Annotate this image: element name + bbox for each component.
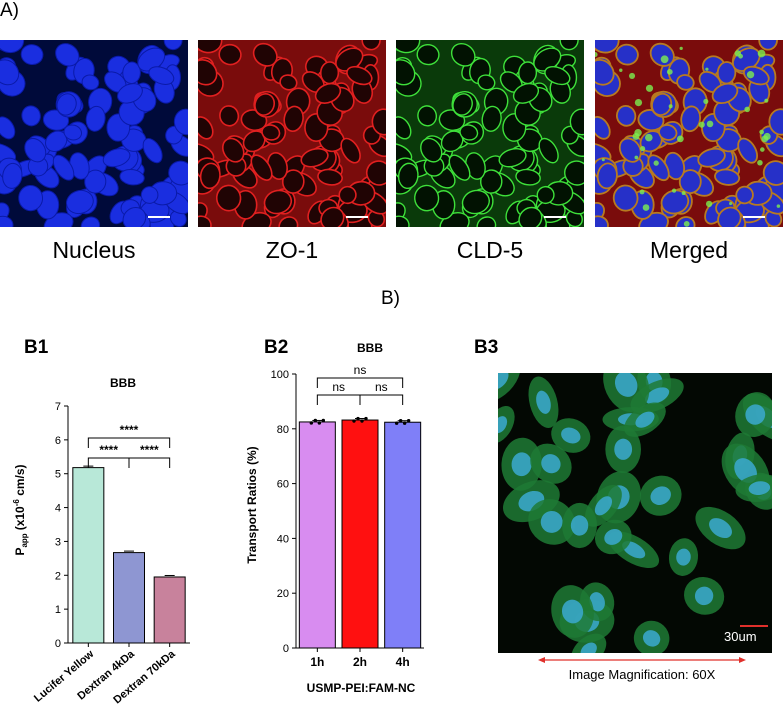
magnification-label: Image Magnification: 60X xyxy=(568,667,716,682)
chart-b2: BBB Transport Ratios (%) USMP-PEI:FAM-NC… xyxy=(245,363,424,695)
data-point xyxy=(360,419,364,423)
significance-label: ns xyxy=(332,380,345,394)
significance-bracket xyxy=(359,394,404,405)
bar xyxy=(341,419,379,649)
scale-bar xyxy=(743,216,765,218)
panel-b3-label: B3 xyxy=(474,337,499,358)
significance-label: ns xyxy=(375,380,388,394)
bar xyxy=(113,552,145,644)
data-point xyxy=(398,419,403,423)
bar xyxy=(72,467,105,644)
bar xyxy=(153,576,186,644)
significance-bracket xyxy=(316,377,404,388)
scale-bar xyxy=(544,216,566,218)
scale-bar xyxy=(148,216,170,218)
caption-nucleus: Nucleus xyxy=(52,237,136,263)
chart-b2-title-text: BBB xyxy=(357,341,383,355)
caption-cld5: CLD-5 xyxy=(456,237,524,263)
scale-label-b3: 30um xyxy=(724,629,757,644)
micrograph-zo1 xyxy=(198,40,386,227)
y-tick-label: 60 xyxy=(277,479,289,491)
significance-label: ns xyxy=(354,363,367,377)
y-tick-label: 100 xyxy=(271,369,289,381)
x-tick-label: 4h xyxy=(396,655,410,669)
chart-b1-ylabel: Papp(x10-6 cm/s) xyxy=(12,464,29,555)
y-tick-label: 0 xyxy=(55,638,61,650)
significance-label: **** xyxy=(120,423,139,437)
y-tick-label: 4 xyxy=(55,503,61,515)
y-tick-label: 2 xyxy=(55,570,61,582)
micrograph-nucleus xyxy=(0,40,188,227)
magnification-arrow xyxy=(538,657,746,663)
caption-merged: Merged xyxy=(650,237,728,263)
y-tick-label: 40 xyxy=(277,533,289,545)
significance-bracket xyxy=(316,394,361,405)
data-point xyxy=(321,418,326,423)
micrograph-merged xyxy=(595,40,783,227)
micrograph-b3: 30um xyxy=(498,373,772,653)
bar xyxy=(384,421,422,649)
significance-bracket xyxy=(128,457,171,468)
y-tick-label: 20 xyxy=(277,588,289,600)
data-point xyxy=(309,421,314,425)
caption-zo1: ZO-1 xyxy=(265,237,319,263)
y-tick-label: 6 xyxy=(55,435,61,447)
y-tick-label: 80 xyxy=(277,424,289,436)
chart-b2-ylabel: Transport Ratios (%) xyxy=(245,446,259,563)
data-point xyxy=(352,419,356,423)
micrograph-cld5 xyxy=(396,40,584,227)
significance-bracket xyxy=(87,437,171,448)
x-tick-label: 2h xyxy=(353,655,367,669)
y-tick-label: 5 xyxy=(55,469,61,481)
y-tick-label: 3 xyxy=(55,536,61,548)
data-point xyxy=(406,419,411,423)
data-point xyxy=(356,416,360,421)
scale-bar-b3 xyxy=(740,625,768,627)
data-point xyxy=(402,421,407,425)
y-tick-label: 7 xyxy=(55,401,61,413)
significance-label: **** xyxy=(99,443,118,457)
significance-label: **** xyxy=(140,443,159,457)
bar xyxy=(298,421,336,649)
data-point xyxy=(394,421,399,425)
significance-bracket xyxy=(87,457,130,468)
chart-b2-xlabel: USMP-PEI:FAM-NC xyxy=(307,681,416,695)
panel-b2-label: B2 xyxy=(264,337,289,358)
chart-b1-title: BBB xyxy=(110,376,136,390)
y-tick-label: 1 xyxy=(55,604,61,616)
data-point xyxy=(317,421,322,425)
x-tick-label: 1h xyxy=(310,655,324,669)
data-point xyxy=(364,416,368,421)
scale-bar xyxy=(346,216,368,218)
y-tick-label: 0 xyxy=(283,643,289,655)
panel-b1-label: B1 xyxy=(24,337,49,358)
panel-a-label: A) xyxy=(0,0,19,21)
data-point xyxy=(313,418,318,423)
panel-b-label: B) xyxy=(381,288,400,309)
